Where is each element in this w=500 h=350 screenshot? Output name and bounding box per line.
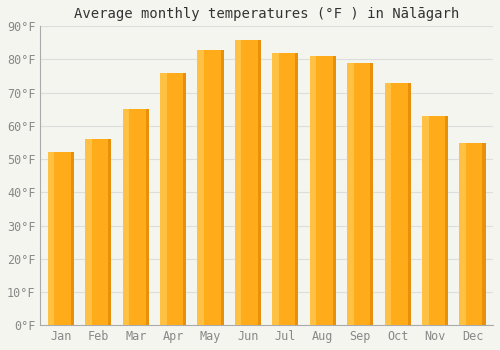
Bar <box>122 109 149 325</box>
Bar <box>85 139 92 325</box>
Bar <box>183 73 186 325</box>
Bar <box>384 83 391 325</box>
Bar <box>108 139 112 325</box>
Bar <box>347 63 354 325</box>
Bar <box>220 50 224 325</box>
Bar <box>347 63 374 325</box>
Bar <box>48 153 54 325</box>
Bar <box>122 109 129 325</box>
Bar <box>235 40 242 325</box>
Title: Average monthly temperatures (°F ) in Nālāgarh: Average monthly temperatures (°F ) in Nā… <box>74 7 460 21</box>
Bar <box>272 53 279 325</box>
Bar <box>445 116 448 325</box>
Bar <box>296 53 298 325</box>
Bar <box>422 116 428 325</box>
Bar <box>48 153 74 325</box>
Bar <box>422 116 448 325</box>
Bar <box>198 50 204 325</box>
Bar <box>85 139 112 325</box>
Bar <box>310 56 316 325</box>
Bar <box>460 142 466 325</box>
Bar <box>198 50 224 325</box>
Bar <box>71 153 74 325</box>
Bar <box>370 63 374 325</box>
Bar <box>384 83 410 325</box>
Bar <box>235 40 261 325</box>
Bar <box>460 142 485 325</box>
Bar <box>310 56 336 325</box>
Bar <box>146 109 149 325</box>
Bar <box>258 40 261 325</box>
Bar <box>272 53 298 325</box>
Bar <box>333 56 336 325</box>
Bar <box>160 73 166 325</box>
Bar <box>160 73 186 325</box>
Bar <box>482 142 486 325</box>
Bar <box>408 83 410 325</box>
